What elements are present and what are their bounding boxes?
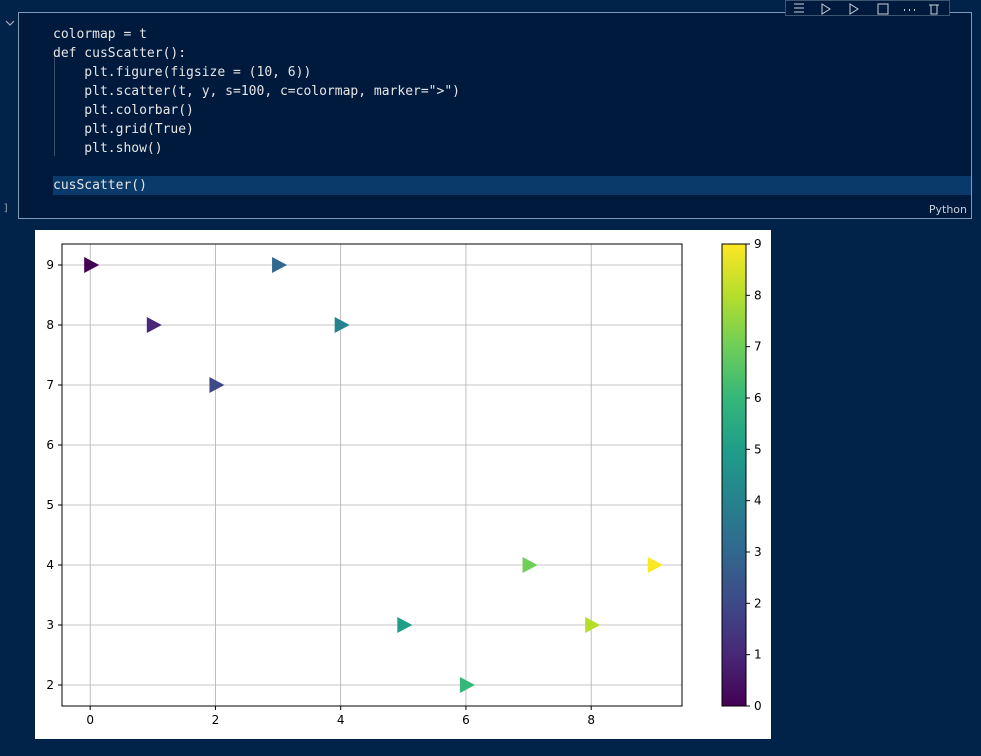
x-tick-label: 8 xyxy=(587,713,595,727)
colorbar-tick-label: 4 xyxy=(754,494,762,508)
y-tick-label: 2 xyxy=(46,678,54,692)
toolbar-icons xyxy=(794,3,939,15)
code-line: plt.grid(True) xyxy=(53,122,194,137)
colorbar-tick-label: 7 xyxy=(754,340,762,354)
y-tick-label: 9 xyxy=(46,258,54,272)
y-tick-label: 6 xyxy=(46,438,54,452)
code-cell[interactable]: colormap = t def cusScatter(): plt.figure… xyxy=(18,12,972,219)
y-tick-label: 4 xyxy=(46,558,54,572)
point xyxy=(334,317,350,333)
run-below[interactable] xyxy=(849,3,859,15)
colorbar-tick-label: 0 xyxy=(754,699,762,713)
indent-guide xyxy=(54,53,55,156)
code-line: colormap = t xyxy=(53,27,147,42)
current-line xyxy=(53,176,971,195)
language-label[interactable]: Python xyxy=(928,203,967,216)
point xyxy=(459,677,475,693)
collapse-chevron[interactable] xyxy=(0,12,20,42)
colorbar-tick-label: 5 xyxy=(754,442,762,456)
point xyxy=(585,617,601,633)
run-by-line[interactable] xyxy=(794,3,804,13)
output-area xyxy=(35,230,771,739)
point xyxy=(397,617,413,633)
colorbar-tick-label: 2 xyxy=(754,596,762,610)
cell-toolbar xyxy=(785,0,950,16)
code-line: plt.figure(figsize = (10, 6)) xyxy=(53,65,312,80)
y-tick-label: 5 xyxy=(46,498,54,512)
point xyxy=(647,557,663,573)
colorbar xyxy=(721,243,747,707)
x-tick-label: 4 xyxy=(337,713,345,727)
code-line: def cusScatter(): xyxy=(53,46,187,61)
x-tick-label: 2 xyxy=(212,713,220,727)
execution-count: ] xyxy=(3,203,10,214)
point xyxy=(272,257,288,273)
x-tick-label: 6 xyxy=(462,713,470,727)
colorbar-tick-label: 1 xyxy=(754,648,762,662)
colorbar-tick-label: 6 xyxy=(754,391,762,405)
y-tick-label: 3 xyxy=(46,618,54,632)
x-tick-label: 0 xyxy=(86,713,94,727)
point xyxy=(84,257,100,273)
code-line: plt.colorbar() xyxy=(53,103,194,118)
split-cell[interactable] xyxy=(877,3,889,15)
colorbar-tick-label: 3 xyxy=(754,545,762,559)
y-tick-label: 7 xyxy=(46,378,54,392)
delete[interactable] xyxy=(929,4,939,15)
axes-frame xyxy=(61,243,683,707)
code-line: plt.scatter(t, y, s=100, c=colormap, mar… xyxy=(53,84,460,99)
point xyxy=(146,317,162,333)
colorbar-tick-label: 9 xyxy=(754,237,762,251)
run-above[interactable] xyxy=(821,3,831,15)
y-tick-label: 8 xyxy=(46,318,54,332)
colorbar-tick-label: 8 xyxy=(754,288,762,302)
point xyxy=(209,377,225,393)
code-line: cusScatter() xyxy=(53,178,147,193)
point xyxy=(522,557,538,573)
code-line: plt.show() xyxy=(53,141,163,156)
